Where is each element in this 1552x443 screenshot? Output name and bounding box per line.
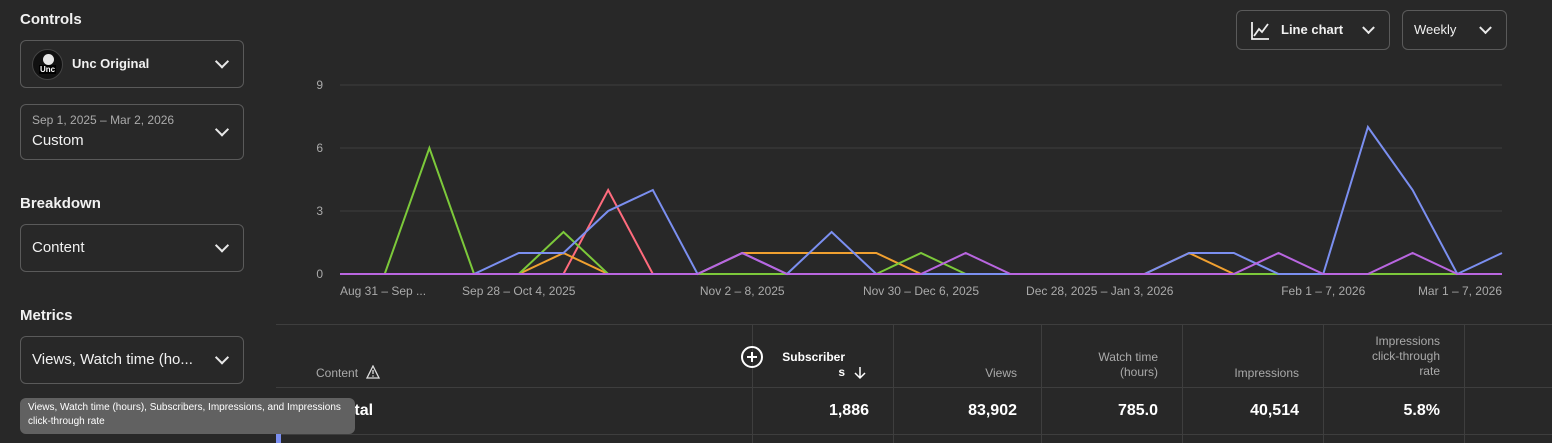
x-tick-label: Nov 30 – Dec 6, 2025 xyxy=(863,284,979,298)
metrics-value: Views, Watch time (ho... xyxy=(32,351,193,368)
metrics-select[interactable]: Views, Watch time (ho... xyxy=(20,336,244,384)
breakdown-value: Content xyxy=(32,239,85,256)
date-range-select[interactable]: Sep 1, 2025 – Mar 2, 2026 Custom xyxy=(20,104,244,160)
interval-label: Weekly xyxy=(1414,22,1457,37)
chart-type-label: Line chart xyxy=(1281,22,1344,37)
line-chart: 0 3 6 9 Aug 31 – Sep ... Sep 28 – Oct 4, 2025… xyxy=(316,78,1503,298)
chevron-down-icon xyxy=(214,350,230,365)
x-tick-label: Mar 1 – 7, 2026 xyxy=(1418,284,1502,298)
total-watch-time: 785.0 xyxy=(1117,402,1158,419)
column-header-watch-time[interactable]: Watch time (hours) xyxy=(1098,350,1158,379)
warning-icon[interactable] xyxy=(366,365,380,379)
column-header-content[interactable]: Content xyxy=(316,366,359,380)
chevron-down-icon xyxy=(214,122,230,137)
total-subscribers: 1,886 xyxy=(828,402,869,419)
interval-select[interactable]: Weekly xyxy=(1402,10,1507,50)
chevron-down-icon xyxy=(214,238,230,253)
date-range: Sep 1, 2025 – Mar 2, 2026 xyxy=(32,113,175,127)
x-tick-label: Nov 2 – 8, 2025 xyxy=(700,284,785,298)
chevron-down-icon xyxy=(1479,21,1492,35)
controls-panel: Controls Unc Unc Original Sep 1, 2025 – … xyxy=(0,0,262,443)
date-preset: Custom xyxy=(32,132,84,149)
y-tick-label: 9 xyxy=(316,78,323,92)
breakdown-select[interactable]: Content xyxy=(20,224,244,272)
chevron-down-icon xyxy=(1362,21,1375,35)
chart-type-select[interactable]: Line chart xyxy=(1236,10,1390,50)
column-header-subscribers[interactable]: Subscriber s xyxy=(782,350,845,379)
chevron-down-icon xyxy=(214,54,230,69)
total-ctr: 5.8% xyxy=(1403,402,1440,419)
x-tick-label: Sep 28 – Oct 4, 2025 xyxy=(462,284,576,298)
channel-avatar: Unc xyxy=(32,49,63,80)
breakdown-title: Breakdown xyxy=(20,195,101,212)
total-impressions: 40,514 xyxy=(1250,402,1299,419)
x-tick-label: Aug 31 – Sep ... xyxy=(340,284,426,298)
column-header-views[interactable]: Views xyxy=(985,366,1017,380)
x-tick-label: Feb 1 – 7, 2026 xyxy=(1281,284,1365,298)
metrics-tooltip: Views, Watch time (hours), Subscribers, … xyxy=(20,398,355,434)
sort-down-icon[interactable] xyxy=(854,366,866,380)
y-tick-label: 6 xyxy=(316,141,323,155)
content-table: Content Subscriber s Views Watch time (h… xyxy=(276,324,1552,443)
y-tick-label: 3 xyxy=(316,204,323,218)
line-chart-icon xyxy=(1251,22,1269,40)
series-line-4[interactable] xyxy=(340,251,1502,275)
add-column-icon[interactable] xyxy=(741,346,763,368)
total-views: 83,902 xyxy=(968,402,1017,419)
channel-name: Unc Original xyxy=(72,56,150,71)
column-header-impressions[interactable]: Impressions xyxy=(1234,366,1299,380)
column-header-ctr[interactable]: Impressions click-through rate xyxy=(1371,334,1440,378)
row-color-marker xyxy=(276,433,281,443)
metrics-title: Metrics xyxy=(20,307,73,324)
x-tick-label: Dec 28, 2025 – Jan 3, 2026 xyxy=(1026,284,1174,298)
y-tick-label: 0 xyxy=(316,267,323,281)
controls-title: Controls xyxy=(20,11,82,28)
channel-select[interactable]: Unc Unc Original xyxy=(20,40,244,88)
